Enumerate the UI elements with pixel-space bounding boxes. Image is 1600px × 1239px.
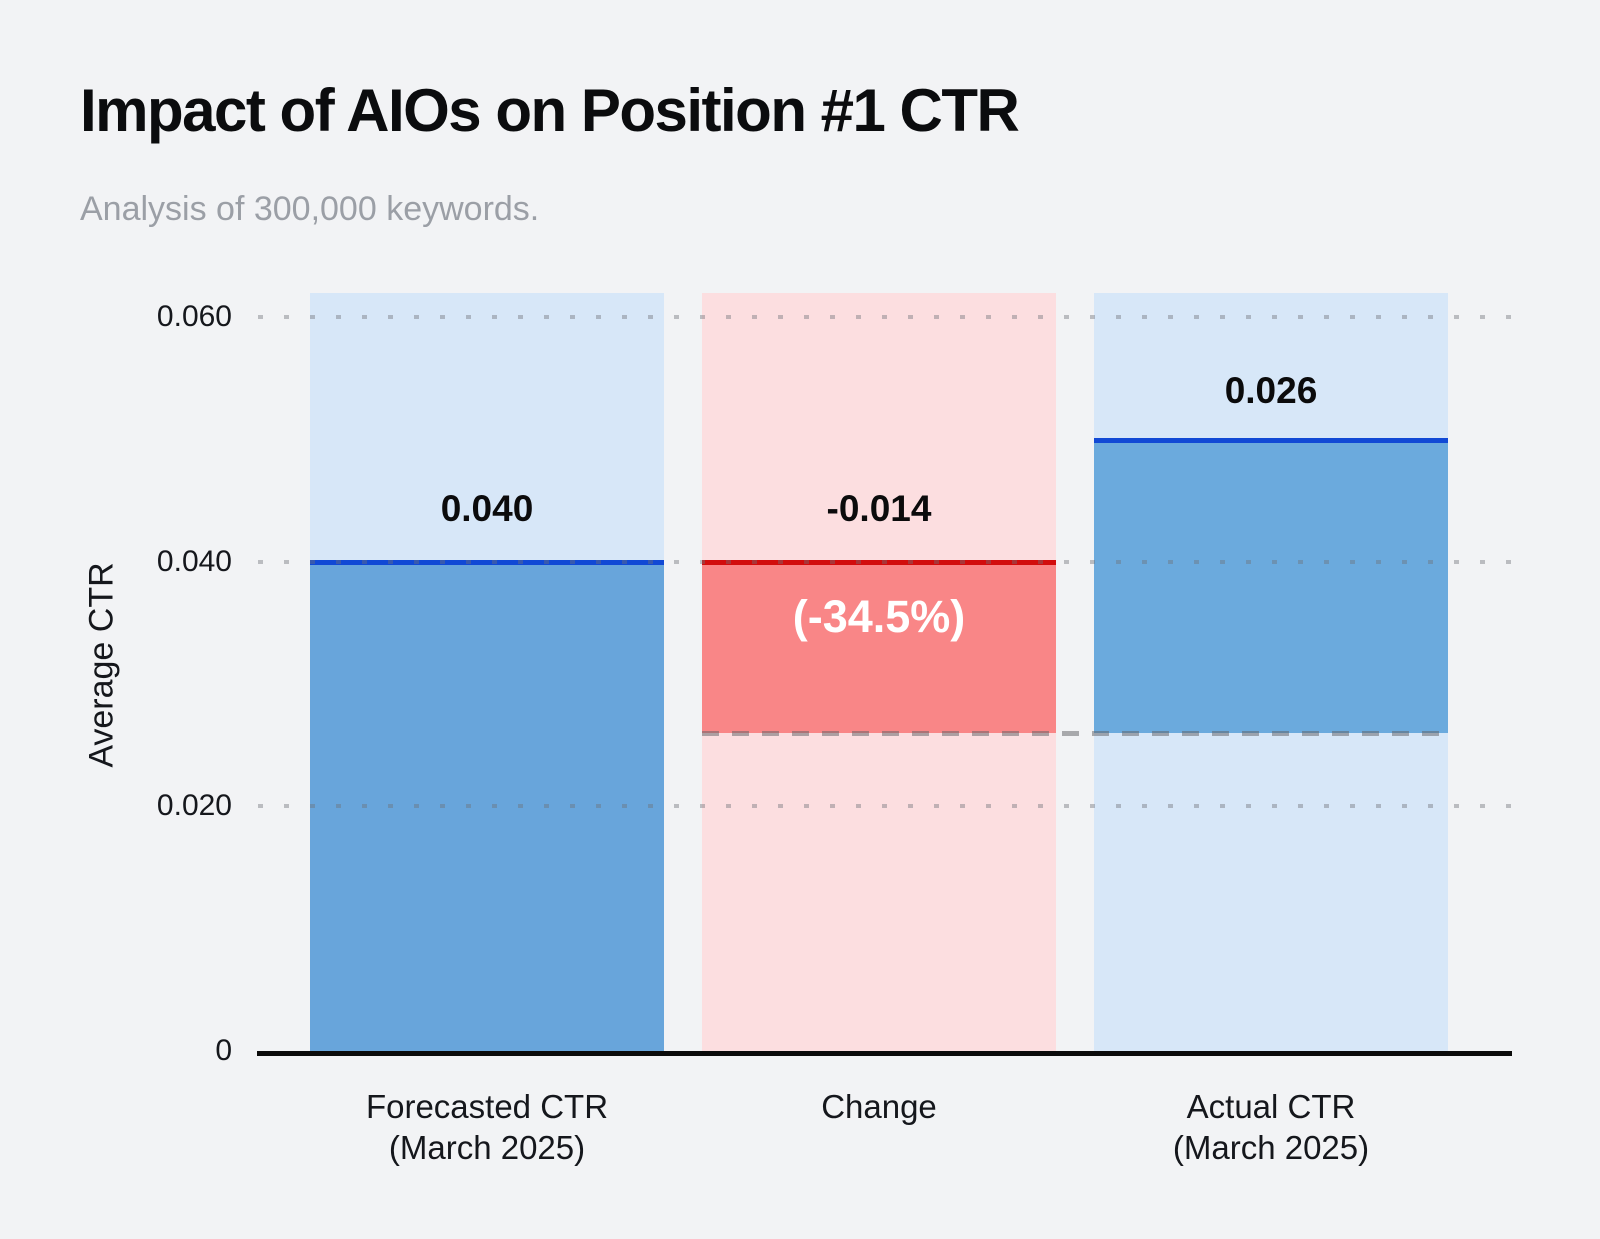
y-tick-label-0.020: 0.020 <box>156 789 232 823</box>
bar-0-category-label-line-0: Forecasted CTR <box>365 1088 609 1125</box>
x-axis-line <box>257 1051 1512 1056</box>
bar-1-marker-line <box>702 559 1056 565</box>
bar-2-category-label-line-0: Actual CTR <box>1186 1088 1356 1125</box>
gridline-0.020 <box>258 804 1512 809</box>
chart-subtitle: Analysis of 300,000 keywords. <box>80 190 540 228</box>
gridline-0.040 <box>258 559 1512 564</box>
reference-dashed-line <box>702 731 1448 737</box>
bar-0-solid-segment <box>310 561 664 1051</box>
bar-1-solid-segment <box>702 561 1056 734</box>
bar-1-value-label: -0.014 <box>826 488 932 530</box>
y-tick-label-0.060: 0.060 <box>156 300 232 334</box>
y-axis-title: Average CTR <box>82 562 121 768</box>
y-tick-label-0: 0 <box>215 1034 232 1067</box>
bar-1-category-label-line-0: Change <box>821 1088 937 1125</box>
bar-2-solid-segment <box>1094 439 1448 734</box>
bar-0-value-label: 0.040 <box>440 488 534 530</box>
bar-0-marker-line <box>310 559 664 565</box>
bar-2-category-label-line-1: (March 2025) <box>1172 1129 1370 1166</box>
bar-1-percent-label: (-34.5%) <box>792 590 966 642</box>
bar-0-category-label-line-1: (March 2025) <box>388 1129 586 1166</box>
bar-2-value-label: 0.026 <box>1224 369 1318 411</box>
bar-2-marker-line <box>1094 437 1448 443</box>
y-tick-label-0.040: 0.040 <box>156 544 232 578</box>
chart-title: Impact of AIOs on Position #1 CTR <box>80 77 1020 144</box>
gridline-0.060 <box>258 315 1512 320</box>
